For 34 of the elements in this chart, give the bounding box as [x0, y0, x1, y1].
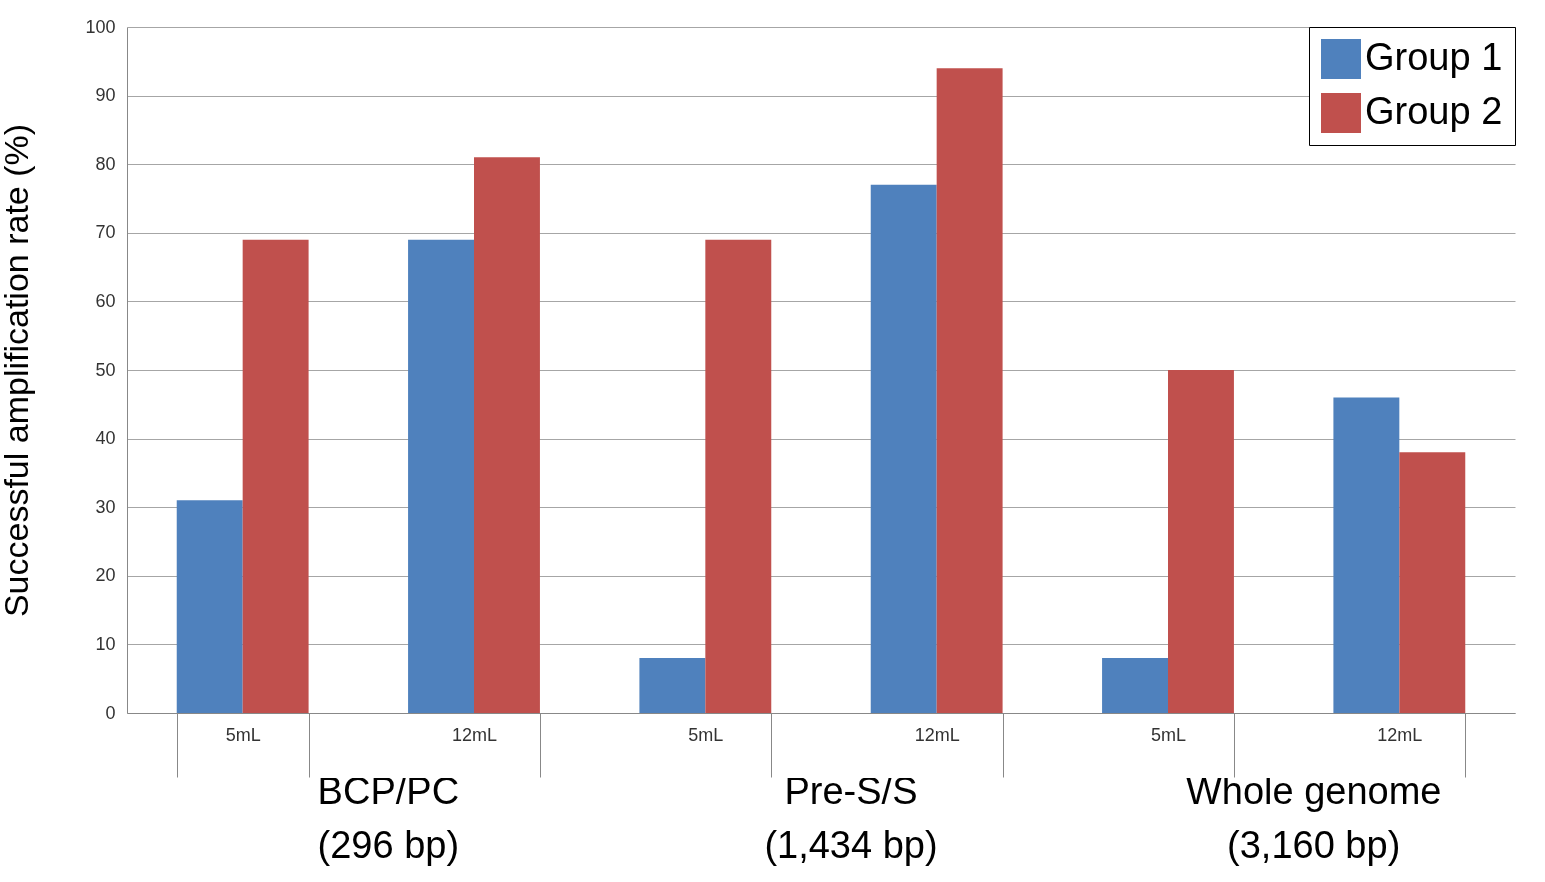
text: Pre-S/S (1,434 bp) — [763, 769, 939, 868]
bar — [936, 68, 1003, 713]
y-tick-label: 60 — [95, 290, 116, 311]
bar — [242, 239, 309, 713]
y-tick-label: 90 — [95, 85, 116, 106]
x-tick-label: 5mL — [688, 724, 724, 745]
x-tick-label: 12mL — [451, 724, 498, 745]
x-tick-label: 12mL — [914, 724, 960, 745]
y-tick-label: 30 — [95, 496, 116, 517]
bar — [176, 500, 243, 713]
legend-label: Group 2 — [1365, 90, 1503, 132]
y-tick-label: 20 — [95, 565, 116, 586]
bar — [705, 239, 772, 713]
y-axis-title: Successful amplification rate (%) — [0, 123, 36, 618]
x-tick-label: 12mL — [1377, 724, 1423, 745]
y-tick-label: 0 — [105, 702, 116, 723]
y-tick-label: 10 — [95, 633, 116, 654]
y-tick-label: 70 — [95, 222, 116, 243]
bar — [1168, 370, 1234, 713]
bar — [639, 658, 706, 713]
y-tick-label: 50 — [95, 359, 116, 380]
bar — [1399, 452, 1466, 713]
legend-label: Group 1 — [1365, 36, 1503, 78]
y-tick-label: 80 — [95, 153, 116, 174]
bar — [870, 184, 937, 713]
bar — [474, 157, 540, 713]
y-tick-label: 40 — [95, 428, 116, 449]
x-tick-label: 5mL — [225, 724, 261, 745]
bar — [1102, 658, 1168, 713]
bar — [1333, 397, 1400, 713]
y-tick-label: 100 — [85, 16, 116, 37]
bar — [408, 239, 474, 713]
text: Whole genome (3,160 bp) — [1184, 769, 1443, 868]
x-tick-label: 5mL — [1150, 724, 1187, 745]
